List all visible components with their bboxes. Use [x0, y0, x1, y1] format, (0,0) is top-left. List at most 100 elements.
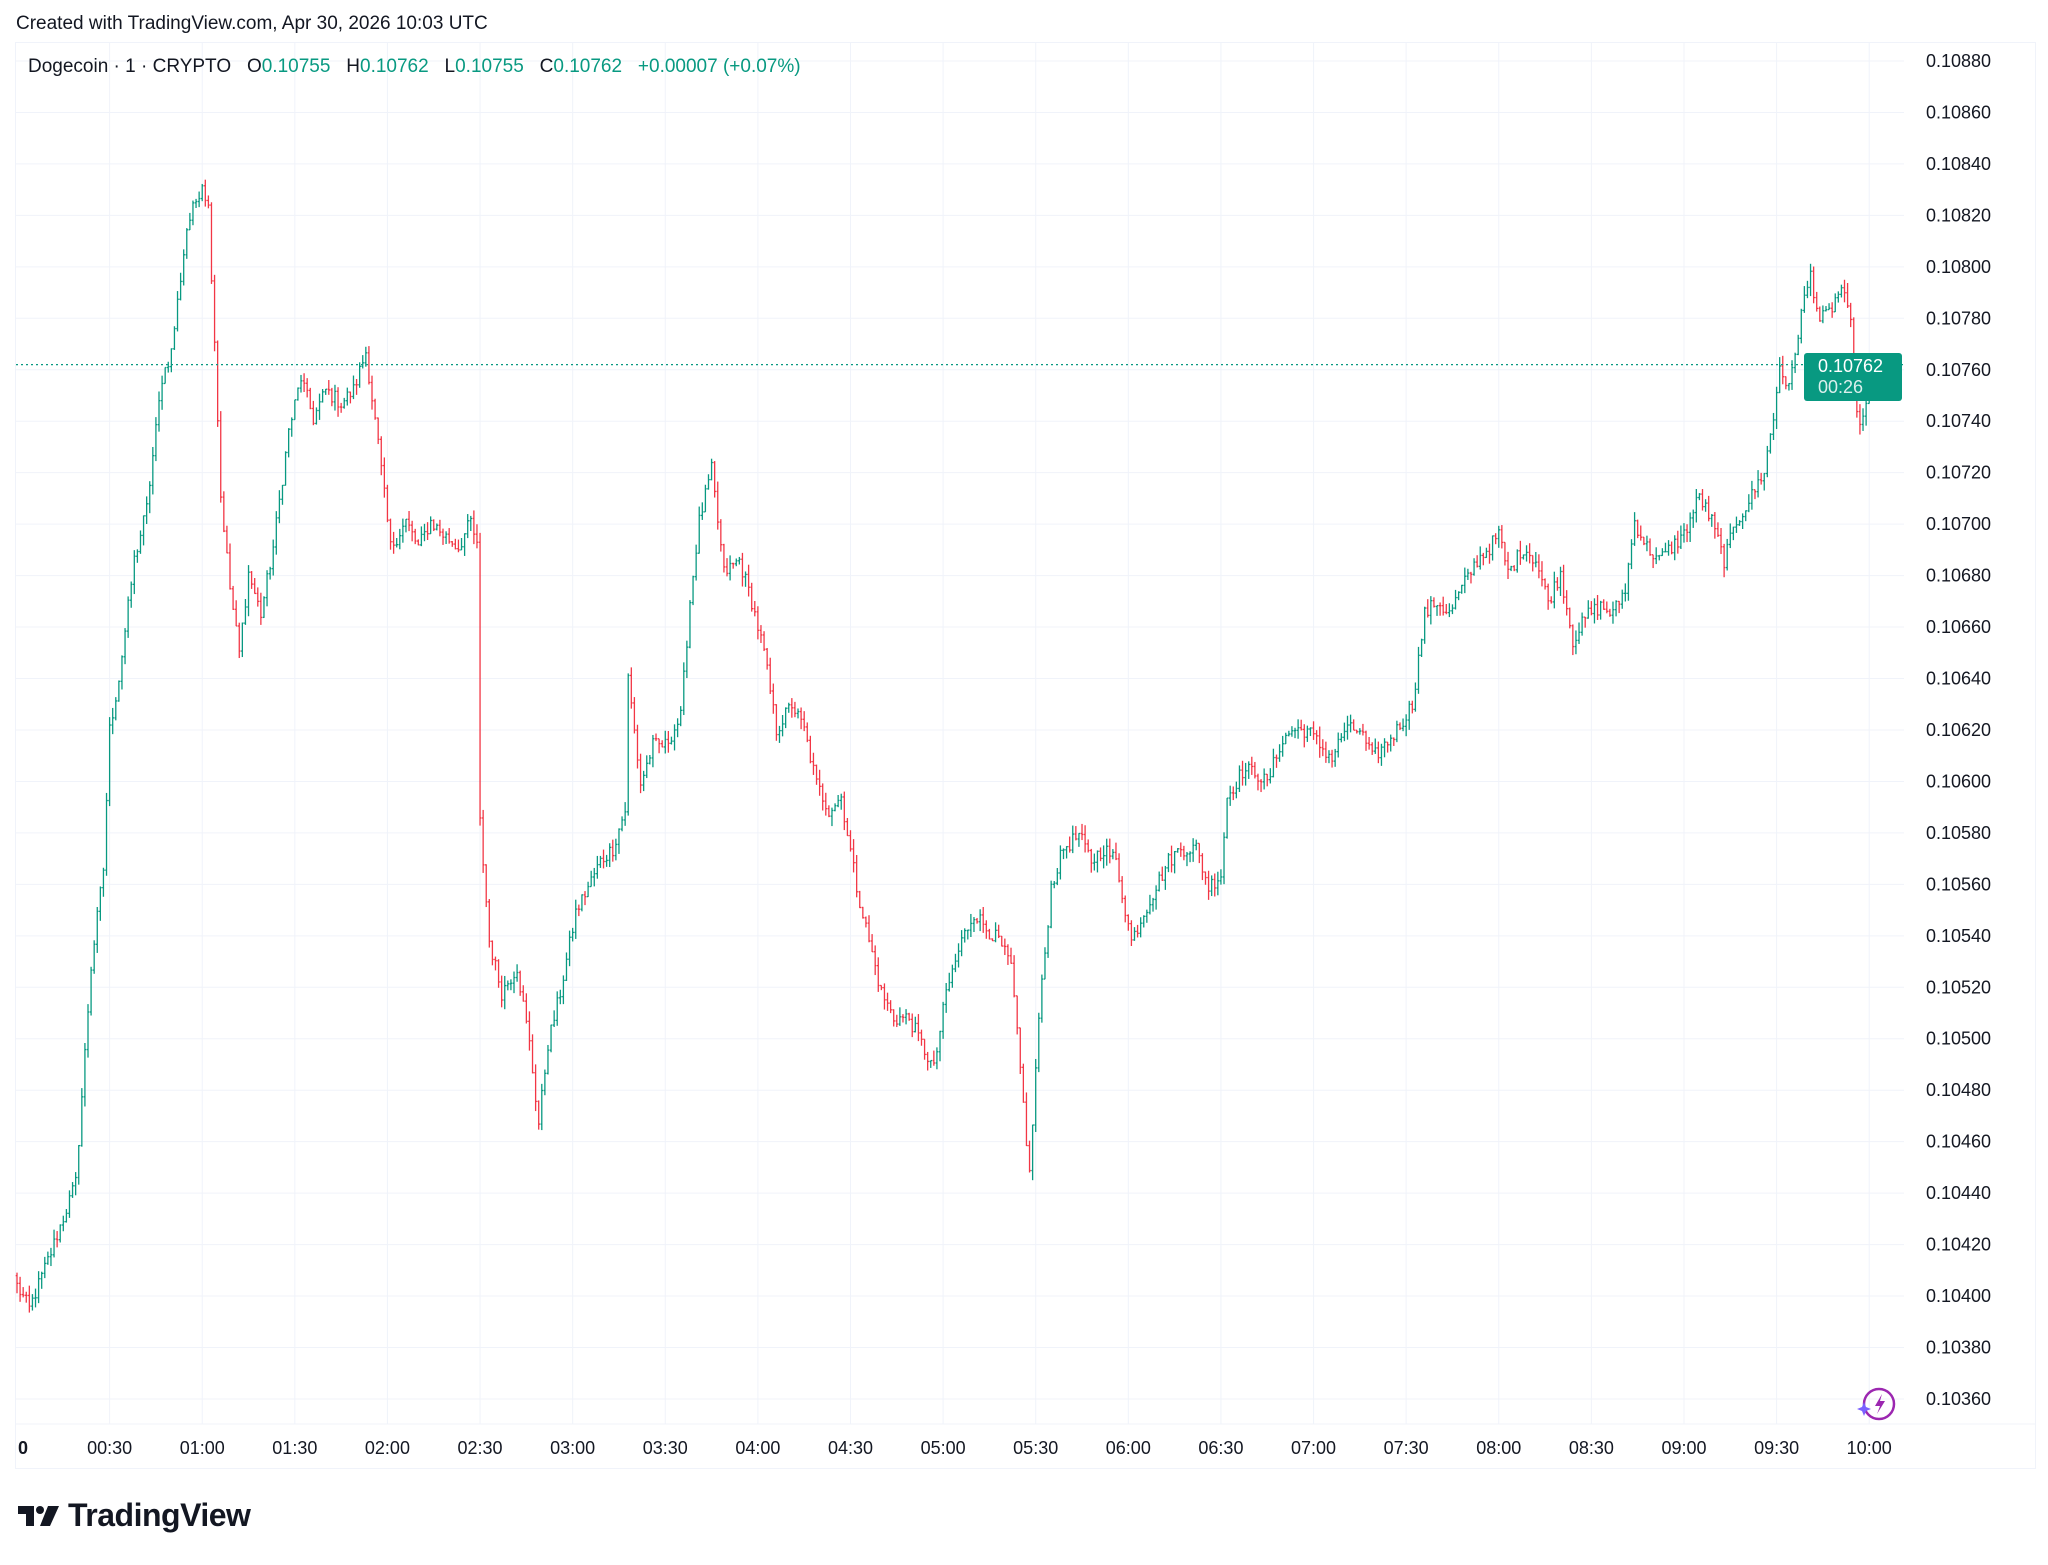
ohlc-bar [1321, 739, 1325, 757]
ohlc-bar [1738, 520, 1741, 526]
lightning-icon[interactable] [1857, 1387, 1896, 1421]
ohlc-bar [1089, 848, 1093, 873]
ohlc-bar [15, 1272, 19, 1294]
ohlc-bar [491, 940, 494, 966]
ohlc-bar [790, 698, 794, 718]
ohlc-bar [1031, 1124, 1034, 1181]
ohlc-bar [1272, 748, 1275, 778]
ohlc-bar [750, 582, 754, 612]
ohlc-bar [1837, 291, 1840, 303]
ohlc-bar [1673, 535, 1677, 561]
ohlc-bar [981, 906, 985, 933]
ohlc-bar [86, 1004, 90, 1058]
ohlc-bar [426, 522, 429, 541]
ohlc-bar [1355, 729, 1359, 734]
symbol-name[interactable]: Dogecoin · 1 · CRYPTO [28, 56, 232, 77]
ohlc-bar [1750, 480, 1754, 510]
bar-countdown: 00:26 [1818, 377, 1864, 397]
ohlc-bar [222, 491, 226, 533]
ohlc-bar [52, 1229, 56, 1258]
ohlc-bar [1756, 470, 1760, 498]
ohlc-bar [592, 867, 596, 887]
ohlc-bar [333, 384, 337, 411]
ohlc-bar [583, 891, 587, 906]
ohlc-bar [1636, 519, 1639, 539]
ohlc-bar [1015, 995, 1019, 1035]
ohlc-bar [1864, 400, 1868, 426]
ohlc-bar [216, 340, 219, 427]
ohlc-bar [438, 519, 442, 537]
ohlc-bar [185, 228, 189, 259]
ohlc-bar [1324, 741, 1328, 763]
ohlc-bar [951, 964, 954, 988]
ohlc-bar [1194, 839, 1198, 851]
ohlc-bar [716, 481, 720, 530]
ohlc-bar [657, 738, 661, 754]
ohlc-bar [1306, 725, 1309, 742]
ohlc-bar [1210, 875, 1213, 897]
ohlc-bar [287, 428, 290, 458]
price-tick-label: 0.10380 [1926, 1338, 1991, 1358]
ohlc-bar [914, 1016, 917, 1033]
ohlc-bar [549, 1024, 553, 1053]
ohlc-bar [642, 770, 645, 792]
ohlc-bar [207, 195, 210, 209]
ohlc-bar [160, 375, 164, 410]
ohlc-bar [1231, 786, 1235, 801]
ohlc-bar [734, 558, 738, 567]
ohlc-bar [34, 1288, 37, 1308]
ohlc-bar [1398, 722, 1402, 731]
ohlc-bar [688, 600, 692, 649]
ohlc-bar [772, 683, 775, 714]
ohlc-bar [352, 375, 355, 400]
ohlc-bar [370, 375, 374, 410]
ohlc-bar [608, 843, 612, 868]
ohlc-bar [1225, 797, 1229, 839]
ohlc-bar [883, 983, 886, 1010]
grid [16, 43, 2036, 1425]
ohlc-bar [1454, 589, 1457, 610]
price-tick-label: 0.10540 [1926, 926, 1991, 946]
ohlc-bar [1772, 412, 1775, 440]
ohlc-bar [626, 673, 630, 816]
ohlc-bar [89, 966, 93, 1016]
ohlc-bar [1117, 853, 1121, 883]
ohlc-bar [1346, 715, 1349, 740]
ohlc-bar [1624, 583, 1627, 602]
ohlc-bar [46, 1251, 50, 1265]
ohlc-bar [537, 1100, 541, 1130]
tradingview-logo[interactable]: TradingView [18, 1497, 251, 1534]
ohlc-bar [870, 934, 874, 953]
ohlc-bar [1583, 616, 1587, 628]
ohlc-bar [1861, 408, 1865, 431]
ohlc-bar [241, 622, 244, 658]
ohlc-bar [589, 870, 593, 888]
ohlc-bar [830, 807, 834, 827]
ohlc-bar [1151, 897, 1155, 912]
ohlc-bar [1803, 286, 1806, 313]
ohlc-bar [324, 388, 327, 395]
ohlc-bar [778, 725, 781, 743]
ohlc-bar [1596, 594, 1599, 620]
price-tick-label: 0.10600 [1926, 771, 1991, 791]
price-tick-label: 0.10640 [1926, 669, 1991, 689]
ohlc-bar [1148, 894, 1152, 915]
ohlc-bar [1228, 785, 1232, 806]
ohlc-bar [429, 516, 432, 535]
ohlc-bar [880, 984, 883, 991]
ohlc-bar [265, 570, 269, 607]
ohlc-bar [663, 730, 667, 754]
low-value: 0.10755 [455, 56, 524, 77]
ohlc-bar [1741, 513, 1744, 530]
ohlc-bar [701, 502, 704, 520]
ohlc-bar [1695, 489, 1698, 523]
chart-pane[interactable] [15, 42, 2036, 1469]
ohlc-bar [1497, 525, 1501, 548]
ohlc-bar [463, 533, 466, 556]
ohlc-bar [49, 1247, 53, 1267]
ohlc-bar [1207, 870, 1210, 900]
ohlc-bar [1068, 836, 1071, 853]
ohlc-bar [1123, 895, 1127, 923]
ohlc-bar [457, 539, 460, 553]
